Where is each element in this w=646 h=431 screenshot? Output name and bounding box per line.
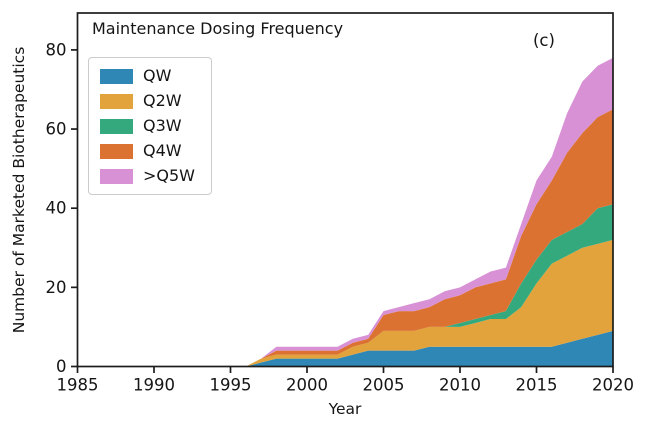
legend-swatch-q4w bbox=[100, 143, 133, 159]
legend-item-q5w: >Q5W bbox=[100, 168, 195, 184]
legend-item-q4w: Q4W bbox=[100, 143, 195, 159]
area-band-q2w bbox=[77, 239, 613, 367]
x-tick-label: 2000 bbox=[286, 376, 328, 395]
x-tick-label: 2015 bbox=[516, 376, 558, 395]
x-tick-label: 1995 bbox=[210, 376, 252, 395]
chart-title: Maintenance Dosing Frequency bbox=[92, 19, 344, 38]
legend: QW Q2W Q3W Q4W >Q5W bbox=[88, 57, 212, 195]
plot-box bbox=[76, 12, 614, 368]
x-tick-label: 2020 bbox=[592, 376, 634, 395]
x-tick-label: 2010 bbox=[439, 376, 481, 395]
legend-swatch-q2w bbox=[100, 93, 133, 109]
legend-swatch-qw bbox=[100, 68, 133, 84]
y-tick-label: 60 bbox=[46, 120, 67, 139]
panel-label: (c) bbox=[533, 31, 555, 50]
legend-item-qw: QW bbox=[100, 68, 195, 84]
y-tick-label: 80 bbox=[46, 40, 67, 59]
x-tick-label: 2005 bbox=[363, 376, 405, 395]
y-tick-label: 0 bbox=[56, 357, 67, 376]
y-axis-label: Number of Marketed Biotherapeutics bbox=[10, 46, 28, 334]
legend-swatch-q3w bbox=[100, 118, 133, 134]
y-tick-label: 40 bbox=[46, 199, 67, 218]
x-axis-label: Year bbox=[328, 400, 362, 418]
legend-label-q4w: Q4W bbox=[143, 141, 182, 160]
legend-label-q3w: Q3W bbox=[143, 116, 182, 135]
legend-item-q3w: Q3W bbox=[100, 118, 195, 134]
legend-label-qw: QW bbox=[143, 66, 172, 85]
area-band-qw bbox=[77, 330, 613, 367]
x-tick-label: 1990 bbox=[133, 376, 175, 395]
y-tick-label: 20 bbox=[46, 278, 67, 297]
legend-swatch-q5w bbox=[100, 168, 133, 184]
x-tick-label: 1985 bbox=[57, 376, 99, 395]
legend-item-q2w: Q2W bbox=[100, 93, 195, 109]
legend-label-q5w: >Q5W bbox=[143, 166, 195, 185]
area-band-q4w bbox=[77, 109, 613, 367]
legend-label-q2w: Q2W bbox=[143, 91, 182, 110]
